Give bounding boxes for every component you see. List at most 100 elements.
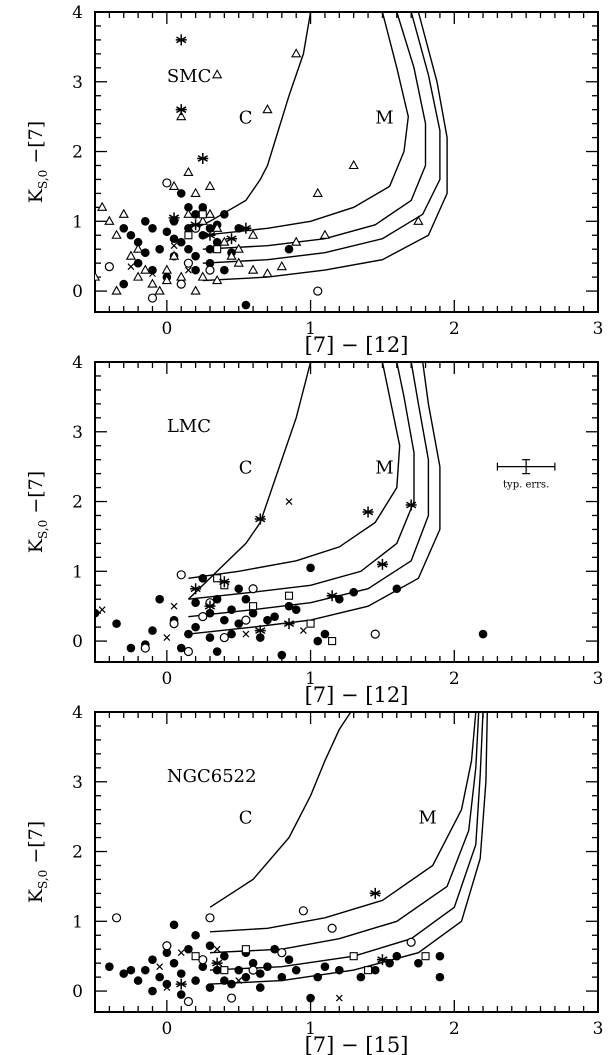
- model-curve: [195, 12, 312, 229]
- point-open-square: [328, 637, 337, 646]
- point-filled-circle: [205, 244, 215, 254]
- point-open-circle: [198, 612, 208, 622]
- x-tick-label: 0: [161, 1019, 172, 1039]
- point-filled-circle: [148, 223, 157, 233]
- model-curve: [202, 12, 427, 250]
- point-open-square: [191, 952, 200, 961]
- point-open-circle: [183, 258, 194, 268]
- point-cross: [170, 602, 178, 610]
- point-filled-circle: [220, 210, 229, 219]
- point-filled-circle: [212, 965, 222, 975]
- point-filled-circle: [284, 955, 294, 964]
- point-open-circle: [219, 632, 229, 643]
- point-filled-circle: [313, 972, 323, 982]
- point-open-triangle: [233, 257, 244, 267]
- point-open-triangle: [226, 250, 237, 260]
- point-filled-circle: [263, 962, 272, 971]
- point-open-triangle: [183, 208, 194, 218]
- y-tick-label: 0: [72, 982, 83, 1002]
- point-filled-circle: [184, 629, 193, 639]
- point-filled-circle: [176, 643, 186, 653]
- point-cross: [184, 266, 192, 274]
- point-filled-circle: [191, 598, 200, 607]
- point-cross: [156, 963, 164, 971]
- point-open-triangle: [348, 159, 359, 170]
- point-filled-circle: [435, 972, 445, 982]
- point-open-triangle: [111, 285, 122, 295]
- point-asterisk: [204, 600, 216, 612]
- point-filled-circle: [141, 248, 150, 257]
- point-asterisk: [175, 978, 187, 990]
- point-filled-circle: [191, 622, 200, 632]
- x-tick-label: 0: [161, 319, 172, 339]
- point-asterisk: [369, 887, 381, 899]
- point-filled-circle: [184, 203, 193, 212]
- point-open-circle: [205, 913, 215, 923]
- model-curve: [209, 712, 352, 908]
- point-cross: [170, 242, 178, 250]
- point-filled-circle: [291, 605, 301, 614]
- point-open-triangle: [190, 187, 201, 197]
- point-open-triangle: [147, 278, 158, 288]
- point-open-circle: [147, 293, 158, 303]
- point-open-triangle: [204, 208, 216, 218]
- plot-frame: [94, 711, 599, 1013]
- point-filled-circle: [176, 990, 186, 999]
- point-open-circle: [277, 948, 287, 958]
- point-open-circle: [313, 286, 323, 296]
- y-tick-label: 0: [72, 632, 83, 652]
- point-filled-circle: [148, 955, 157, 964]
- point-open-square: [349, 952, 358, 961]
- point-asterisk: [218, 576, 230, 588]
- point-filled-circle: [191, 265, 200, 275]
- point-open-triangle: [262, 268, 273, 278]
- x-axis-label: [7] − [12]: [305, 683, 409, 707]
- point-filled-circle: [291, 965, 301, 975]
- plot-frame: [94, 11, 599, 313]
- point-filled-circle: [169, 920, 179, 930]
- point-asterisk: [211, 957, 223, 969]
- point-filled-circle: [270, 612, 279, 621]
- point-cross: [98, 606, 106, 614]
- point-filled-circle: [169, 958, 179, 968]
- point-open-triangle: [233, 243, 244, 253]
- y-tick-label: 1: [72, 912, 83, 932]
- point-open-triangle: [95, 271, 101, 281]
- point-open-triangle: [125, 250, 137, 260]
- point-open-circle: [162, 941, 172, 951]
- point-filled-circle: [255, 983, 265, 992]
- point-filled-circle: [176, 189, 186, 198]
- point-asterisk: [405, 499, 417, 511]
- point-filled-circle: [191, 976, 200, 985]
- y-axis-label: KS,0 −[7]: [25, 821, 50, 903]
- point-filled-circle: [141, 217, 150, 226]
- point-open-triangle: [197, 215, 208, 225]
- point-filled-circle: [184, 944, 193, 954]
- point-filled-circle: [205, 633, 215, 642]
- point-cross: [149, 270, 156, 278]
- point-open-triangle: [140, 264, 151, 274]
- point-filled-circle: [220, 951, 229, 961]
- point-filled-circle: [306, 993, 315, 1003]
- point-open-triangle: [161, 274, 172, 285]
- point-cross: [235, 977, 243, 985]
- point-open-triangle: [219, 236, 230, 246]
- plot-frame: [94, 361, 599, 663]
- region-label-c: C: [239, 108, 253, 129]
- point-filled-circle: [133, 976, 143, 985]
- region-label-c: C: [239, 458, 253, 479]
- point-filled-circle: [205, 941, 215, 951]
- point-filled-circle: [320, 629, 330, 639]
- point-filled-circle: [349, 587, 358, 597]
- y-tick-label: 3: [72, 73, 83, 93]
- point-filled-circle: [392, 584, 402, 594]
- point-open-circle: [226, 993, 237, 1003]
- point-filled-circle: [126, 643, 136, 653]
- panel-label: LMC: [167, 416, 211, 437]
- point-filled-circle: [220, 615, 229, 625]
- panel-label: SMC: [167, 66, 212, 87]
- point-asterisk: [175, 104, 187, 116]
- model-curve: [188, 362, 441, 635]
- x-tick-label: 1: [305, 1019, 316, 1039]
- point-filled-circle: [270, 944, 279, 954]
